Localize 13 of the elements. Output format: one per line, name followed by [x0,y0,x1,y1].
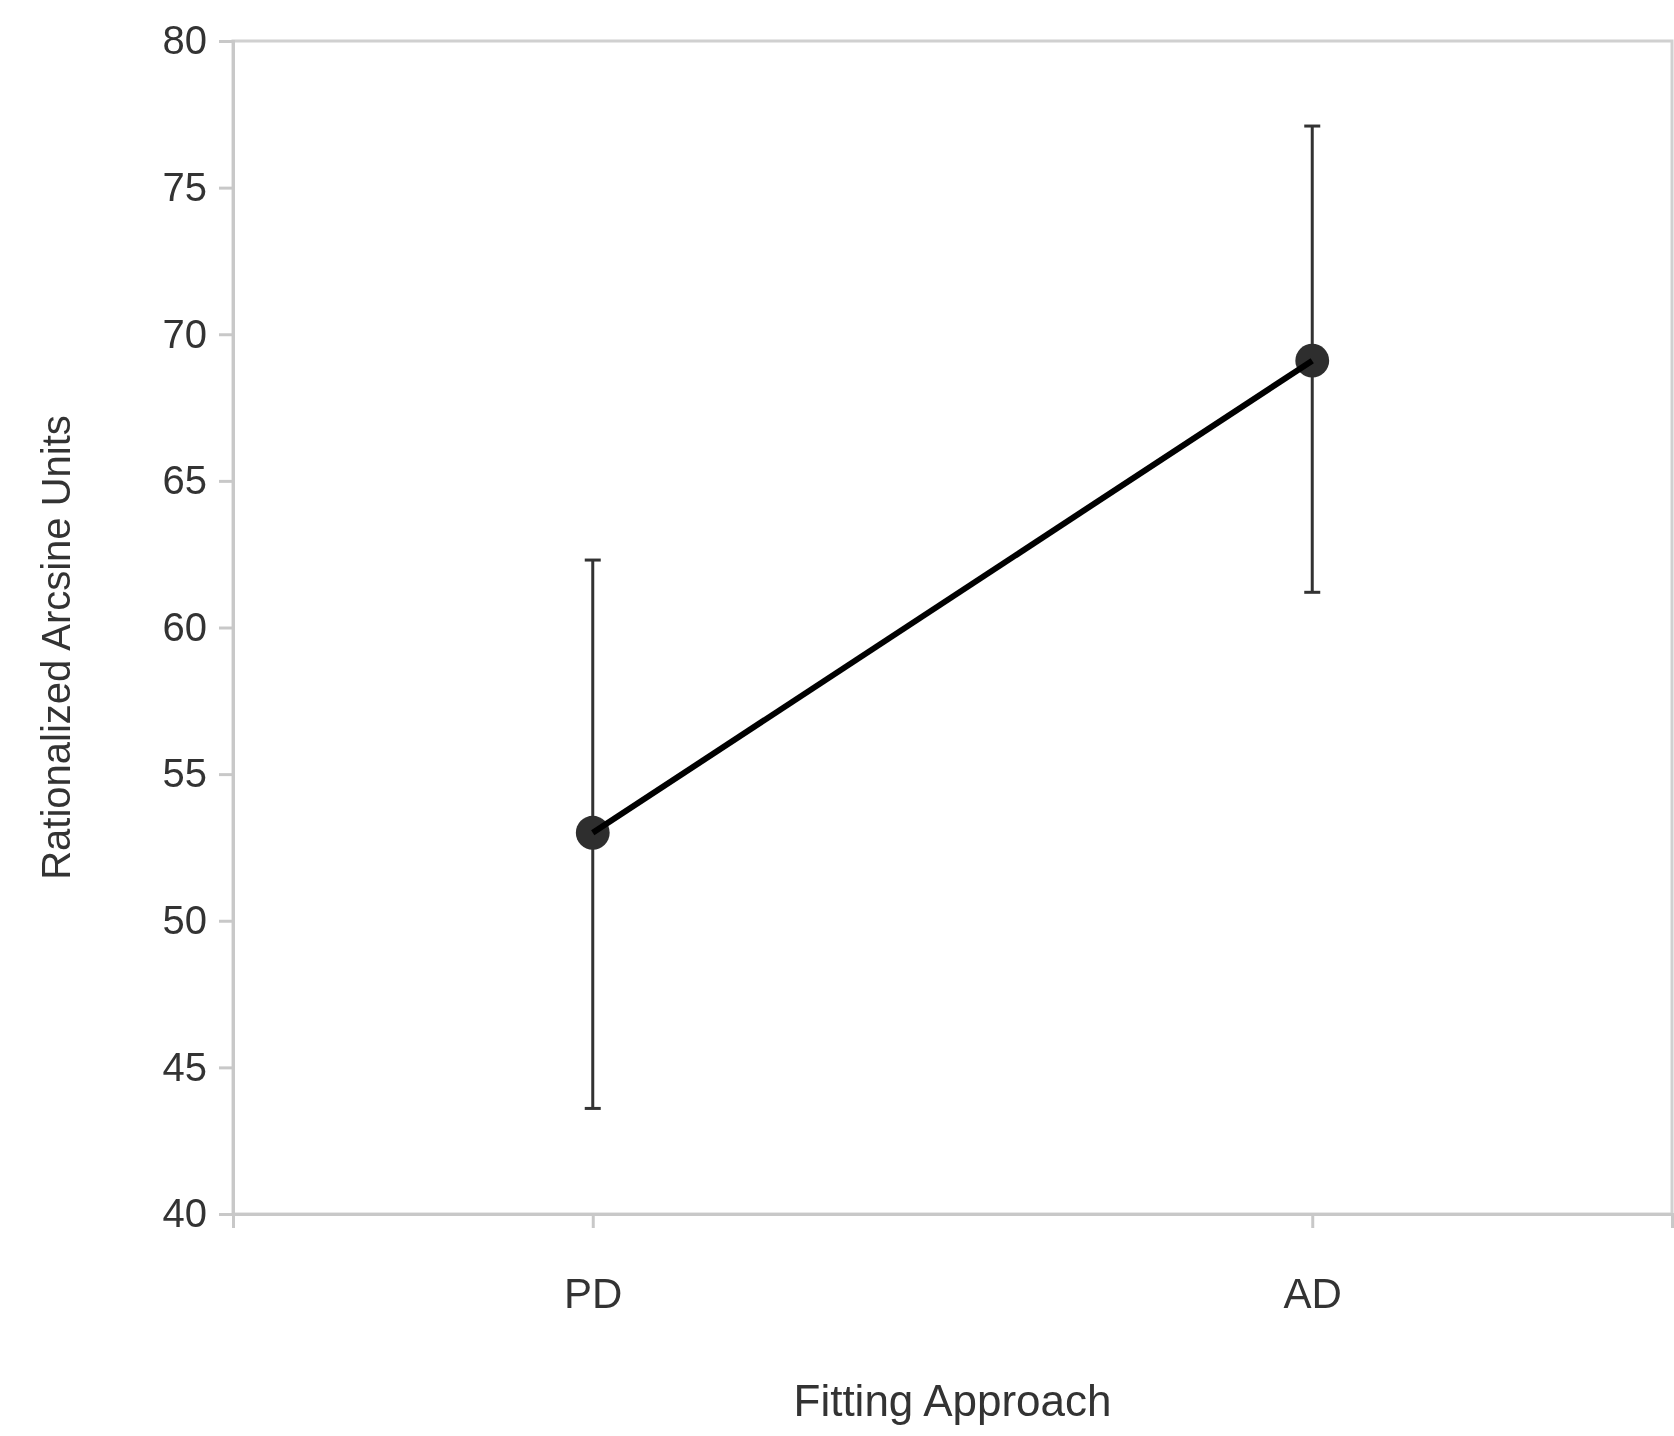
y-tick-label: 75 [162,164,207,209]
y-axis-title: Rationalized Arcsine Units [34,415,78,880]
y-tick-label: 40 [162,1191,207,1236]
y-tick-label: 65 [162,458,207,503]
x-tick-label: PD [564,1269,623,1317]
y-tick-label: 80 [162,18,207,63]
y-tick-label: 60 [162,604,207,649]
y-tick-label: 55 [162,751,207,796]
y-tick-label: 70 [162,311,207,356]
y-tick-label: 50 [162,898,207,943]
x-axis-title: Fitting Approach [793,1376,1112,1425]
x-tick-label: AD [1283,1269,1342,1317]
y-tick-label: 45 [162,1044,207,1089]
